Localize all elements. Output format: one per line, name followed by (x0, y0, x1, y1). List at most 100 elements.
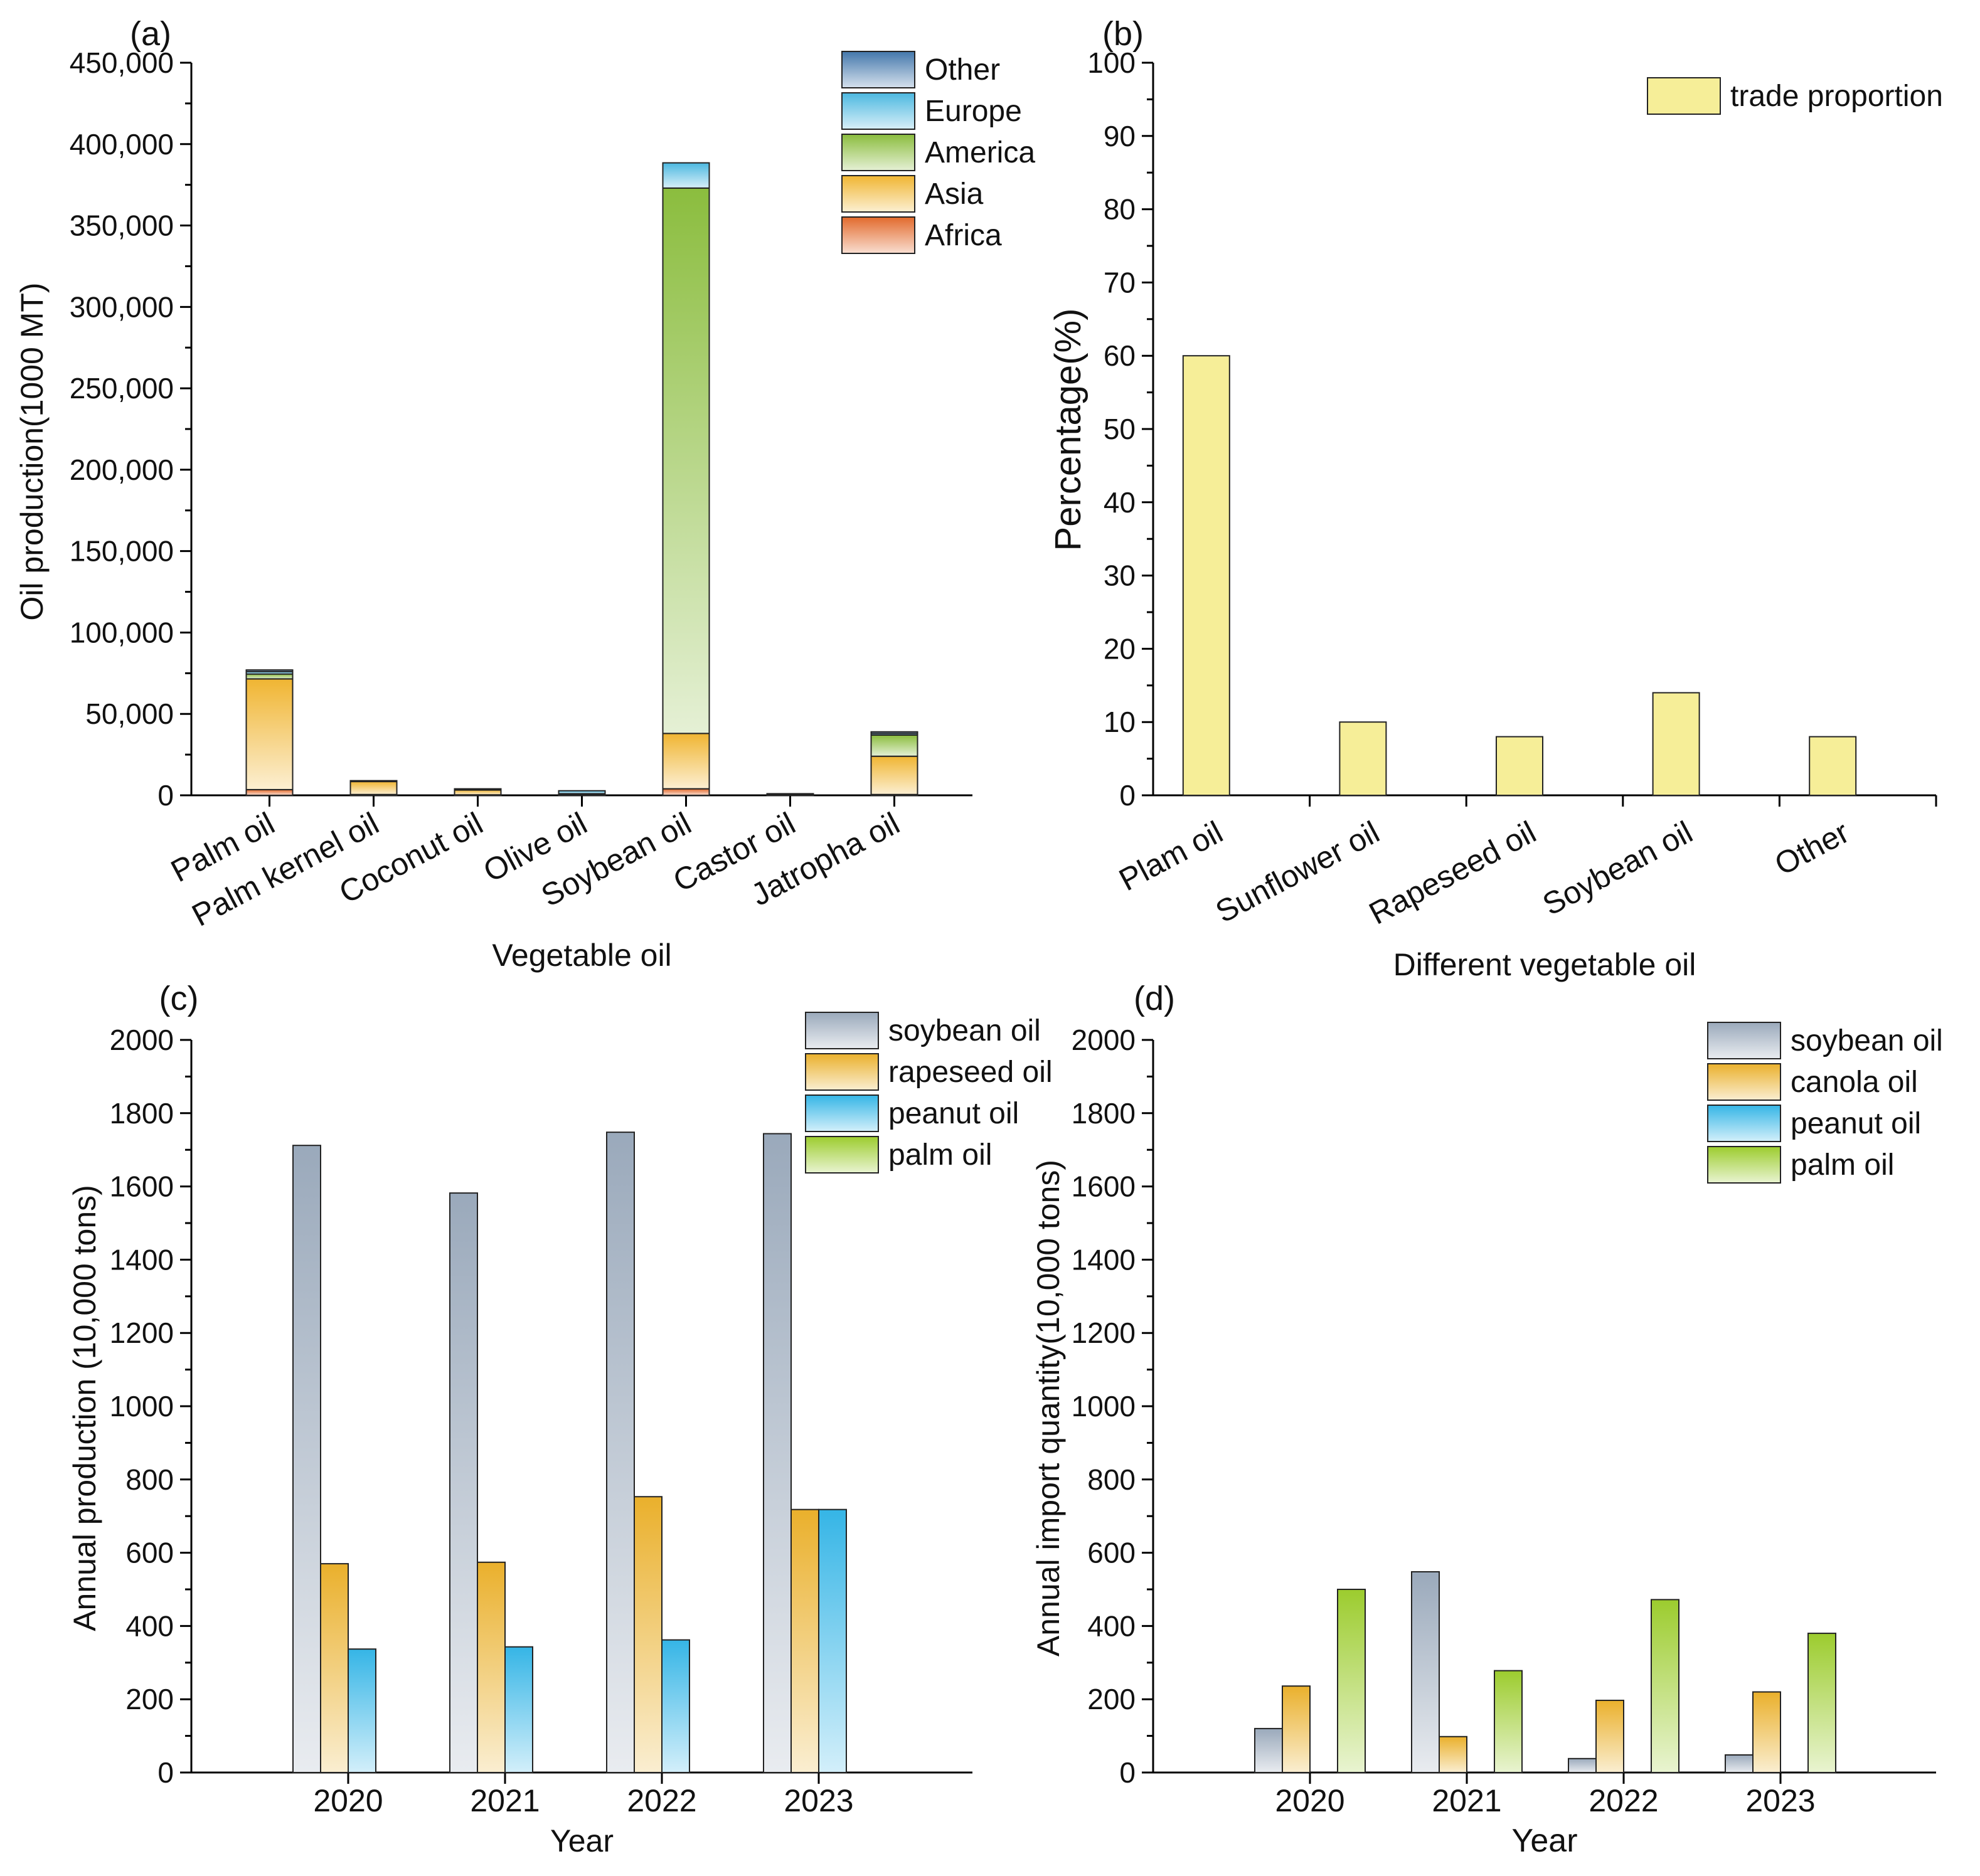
x-tick-label: Sunflower oil (1210, 814, 1385, 930)
y-tick-label: 400 (125, 1609, 174, 1642)
bars (245, 162, 918, 797)
bar-canola-oil-2020 (1282, 1685, 1311, 1774)
bar-asia-jatropha-oil (870, 755, 918, 795)
bar-palm-oil-2022 (1651, 1599, 1679, 1774)
y-tick-label: 80 (1104, 193, 1136, 226)
y-tick-label: 800 (1087, 1463, 1136, 1496)
bar-europe-soybean-oil (662, 162, 710, 189)
bar-palm-oil-2020 (1337, 1589, 1366, 1773)
y-tick-label: 70 (1104, 266, 1136, 299)
legend-swatch-soybean-oil (1707, 1022, 1781, 1059)
legend-swatch-peanut-oil (805, 1094, 879, 1132)
x-tick-label: 2023 (784, 1783, 853, 1818)
bar-soybean-oil-2022 (1568, 1757, 1597, 1774)
y-tick-label: 400 (1087, 1609, 1136, 1642)
axes: 0 200 400 600 800 1000 1200 1400 1600 1800 2000 202… (1072, 1024, 1936, 1818)
panel-label: (b) (1102, 15, 1144, 53)
y-tick-label: 60 (1104, 339, 1136, 372)
bar-canola-oil-2023 (1752, 1691, 1781, 1774)
bar-america-palm-oil (245, 673, 294, 680)
legend-swatch-europe (841, 92, 915, 130)
axes: 0 50,000 100,000 150,000 200,000 250,000 300,0… (70, 46, 972, 933)
legend-label-rapeseed-oil: rapeseed oil (888, 1056, 1053, 1089)
legend-label-america: America (925, 136, 1035, 169)
y-tick-label: 0 (157, 1756, 174, 1789)
legend-swatch-america (841, 134, 915, 171)
legend: trade proportion (1647, 77, 1943, 115)
bar-soybean-oil-2023 (763, 1133, 792, 1773)
y-tick-label: 30 (1104, 559, 1136, 592)
x-tick-label: 2023 (1745, 1783, 1815, 1818)
bar-peanut-oil-2023 (818, 1508, 847, 1773)
y-tick-label: 200 (125, 1683, 174, 1715)
y-tick-label: 50 (1104, 413, 1136, 445)
y-tick-label: 200 (1087, 1683, 1136, 1715)
y-tick-label: 0 (1119, 779, 1136, 812)
x-axis-title: Vegetable oil (492, 938, 671, 973)
bar-other-jatropha-oil (870, 731, 918, 734)
x-tick-label: Rapeseed oil (1363, 814, 1541, 931)
bars (292, 1131, 847, 1774)
x-tick-label: 2022 (627, 1783, 696, 1818)
legend-label-trade-proportion: trade proportion (1730, 80, 1943, 113)
legend-swatch-other (841, 51, 915, 88)
axes: 0 200 400 600 800 1000 1200 1400 1600 1800 2000 202… (110, 1024, 972, 1818)
y-tick-label: 2000 (1072, 1024, 1136, 1056)
bar-america-jatropha-oil (870, 734, 918, 757)
legend: Other Europe America Asia Africa (841, 51, 1035, 254)
legend-label-peanut-oil: peanut oil (888, 1097, 1019, 1130)
bar-europe-palm-kernel-oil (349, 780, 398, 782)
bar-rapeseed-oil-2021 (477, 1561, 506, 1773)
legend-swatch-palm-oil (805, 1136, 879, 1174)
bar-rapeseed-oil-2022 (634, 1496, 663, 1774)
y-tick-label: 1400 (1072, 1243, 1136, 1276)
bar-rapeseed-oil (1496, 736, 1543, 797)
x-axis-title: Year (550, 1823, 614, 1858)
bar-peanut-oil-2022 (661, 1639, 690, 1774)
y-axis-title: Annual production (10,000 tons) (67, 1185, 102, 1631)
y-tick-label: 100 (1087, 46, 1136, 79)
y-tick-label: 90 (1104, 120, 1136, 152)
bar-peanut-oil-2020 (348, 1648, 376, 1773)
x-tick-label: Other (1769, 814, 1855, 882)
legend: soybean oil rapeseed oil peanut oil palm oi… (805, 1012, 1053, 1174)
y-tick-label: 1400 (110, 1243, 174, 1276)
x-tick-label: 2021 (470, 1783, 540, 1818)
legend-swatch-canola-oil (1707, 1063, 1781, 1101)
y-tick-label: 1200 (110, 1317, 174, 1349)
bar-soybean-oil-2023 (1725, 1754, 1754, 1774)
y-axis-title: Percentage(%) (1048, 309, 1088, 551)
legend-label-palm-oil: palm oil (888, 1138, 992, 1172)
x-tick-label: 2021 (1432, 1783, 1501, 1818)
x-tick-label: Plam oil (1114, 814, 1228, 898)
y-tick-label: 800 (125, 1463, 174, 1496)
legend-swatch-peanut-oil (1707, 1105, 1781, 1142)
y-tick-label: 20 (1104, 632, 1136, 665)
bar-other (1809, 736, 1857, 797)
bar-america-soybean-oil (662, 187, 710, 734)
y-tick-label: 350,000 (70, 209, 174, 242)
panel-b: (b) 0 10 20 30 40 50 60 70 80 90 100 Plam oilSunflow… (1048, 15, 1943, 982)
y-tick-label: 2000 (110, 1024, 174, 1056)
bar-america-castor-oil (766, 793, 814, 795)
y-tick-label: 10 (1104, 706, 1136, 738)
legend-label-africa: Africa (925, 219, 1002, 252)
panel-d: (d) 0 200 400 600 800 1000 1200 1400 1600 1800 2000… (1031, 980, 1943, 1859)
y-tick-label: 250,000 (70, 372, 174, 405)
panel-label: (d) (1134, 980, 1175, 1017)
bar-soybean-oil (1652, 692, 1700, 796)
bars (1254, 1571, 1836, 1774)
bar-europe-olive-oil (558, 790, 606, 795)
legend-swatch-palm-oil (1707, 1146, 1781, 1184)
legend-swatch-trade-proportion (1647, 77, 1721, 115)
x-tick-label: 2020 (1275, 1783, 1344, 1818)
bar-canola-oil-2022 (1595, 1699, 1624, 1773)
y-tick-label: 150,000 (70, 535, 174, 568)
y-tick-label: 600 (1087, 1537, 1136, 1569)
x-tick-label: 2022 (1589, 1783, 1658, 1818)
y-tick-label: 1800 (110, 1097, 174, 1130)
bars (1182, 355, 1857, 797)
panel-c: (c) 0 200 400 600 800 1000 1200 1400 1600 1800 2000… (67, 980, 1053, 1858)
y-axis-title: Oil production(1000 MT) (14, 282, 50, 620)
bar-other-coconut-oil (454, 788, 502, 790)
